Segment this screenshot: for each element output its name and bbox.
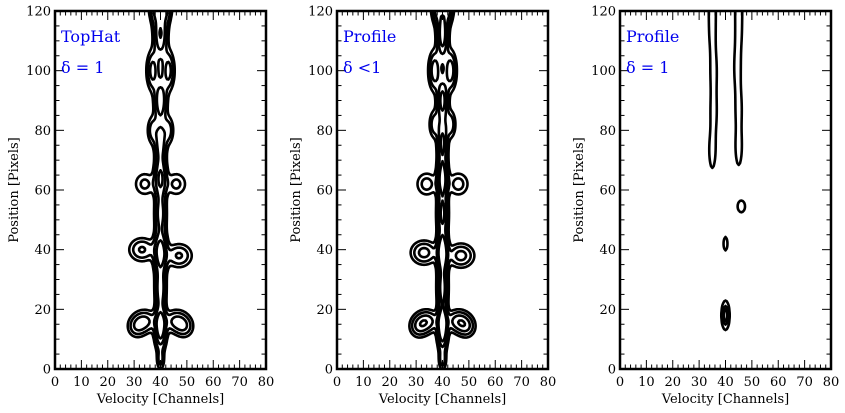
panel-annotation: δ = 1 (61, 58, 104, 77)
y-tick-label: 100 (26, 64, 51, 79)
contour-level-2 (129, 11, 192, 367)
x-tick-label: 0 (616, 375, 624, 390)
x-tick-label: 40 (434, 375, 451, 390)
contour-level-3 (413, 11, 472, 349)
y-tick-label: 0 (43, 363, 51, 378)
x-tick-label: 80 (823, 375, 840, 390)
y-axis-title: Position [Pixels] (289, 137, 304, 243)
y-tick-label: 80 (34, 124, 51, 139)
x-tick-label: 70 (231, 375, 248, 390)
x-tick-label: 30 (408, 375, 425, 390)
y-tick-label: 20 (34, 303, 51, 318)
x-tick-label: 40 (717, 375, 734, 390)
contour-level-4 (155, 26, 166, 340)
x-tick-label: 20 (99, 375, 116, 390)
y-axis-title: Position [Pixels] (7, 137, 22, 243)
y-tick-label: 60 (316, 184, 333, 199)
y-tick-label: 100 (308, 64, 333, 79)
x-tick-label: 50 (744, 375, 761, 390)
x-tick-label: 70 (513, 375, 530, 390)
contour-set (126, 11, 195, 369)
y-tick-label: 120 (26, 5, 51, 20)
y-tick-label: 40 (34, 243, 51, 258)
x-tick-label: 80 (258, 375, 275, 390)
x-tick-label: 0 (333, 375, 341, 390)
y-tick-label: 120 (308, 5, 333, 20)
contour-level-3 (722, 308, 729, 323)
y-axis-title: Position [Pixels] (572, 137, 587, 243)
y-tick-label: 0 (608, 363, 616, 378)
y-tick-label: 60 (34, 184, 51, 199)
x-axis: 0 10 20 30 40 50 60 70 80 (616, 11, 839, 390)
panel-annotation: TopHat (61, 27, 121, 46)
panel-annotation: δ <1 (343, 58, 381, 77)
contour-level-1 (408, 11, 477, 369)
x-tick-label: 30 (126, 375, 143, 390)
y-tick-label: 100 (591, 64, 616, 79)
panel-2: 0 10 20 30 40 50 60 70 80 0 20 40 60 80 100 120 Velocity… (289, 5, 556, 408)
x-axis-title: Velocity [Channels] (96, 392, 225, 407)
panel-3: 0 10 20 30 40 50 60 70 80 0 20 40 60 80 100 120 Velocity… (572, 5, 839, 408)
x-tick-label: 10 (73, 375, 90, 390)
x-tick-label: 10 (638, 375, 655, 390)
x-tick-label: 70 (796, 375, 813, 390)
panel-annotation: δ = 1 (626, 58, 669, 77)
panel-1: 0 10 20 30 40 50 60 70 80 0 20 40 60 80 100 120 Velocity… (7, 5, 274, 408)
x-axis: 0 10 20 30 40 50 60 70 80 (51, 11, 274, 390)
x-tick-label: 50 (179, 375, 196, 390)
x-axis: 0 10 20 30 40 50 60 70 80 (333, 11, 556, 390)
x-tick-label: 20 (664, 375, 681, 390)
x-tick-label: 30 (691, 375, 708, 390)
contour-level-1 (707, 11, 747, 332)
x-tick-label: 50 (461, 375, 478, 390)
y-axis: 0 20 40 60 80 100 120 (591, 5, 831, 378)
y-tick-label: 0 (325, 363, 333, 378)
x-tick-label: 60 (487, 375, 504, 390)
x-axis-title: Velocity [Channels] (378, 392, 507, 407)
y-tick-label: 80 (316, 124, 333, 139)
x-tick-label: 20 (381, 375, 398, 390)
x-tick-label: 40 (152, 375, 169, 390)
x-tick-label: 80 (540, 375, 557, 390)
panel-annotation: Profile (626, 27, 679, 46)
y-tick-label: 20 (316, 303, 333, 318)
y-tick-label: 40 (316, 243, 333, 258)
contour-set (408, 11, 477, 369)
y-axis: 0 20 40 60 80 100 120 (26, 5, 266, 378)
contour-level-3 (132, 11, 189, 346)
x-tick-label: 60 (770, 375, 787, 390)
contour-set (707, 11, 747, 332)
contour-level-4 (418, 14, 467, 343)
y-tick-label: 120 (591, 5, 616, 20)
x-tick-label: 10 (355, 375, 372, 390)
y-tick-label: 20 (599, 303, 616, 318)
y-tick-label: 40 (599, 243, 616, 258)
x-tick-label: 60 (205, 375, 222, 390)
y-tick-label: 60 (599, 184, 616, 199)
y-tick-label: 80 (599, 124, 616, 139)
panel-annotation: Profile (343, 27, 396, 46)
y-axis: 0 20 40 60 80 100 120 (308, 5, 548, 378)
x-axis-title: Velocity [Channels] (661, 392, 790, 407)
x-tick-label: 0 (51, 375, 59, 390)
